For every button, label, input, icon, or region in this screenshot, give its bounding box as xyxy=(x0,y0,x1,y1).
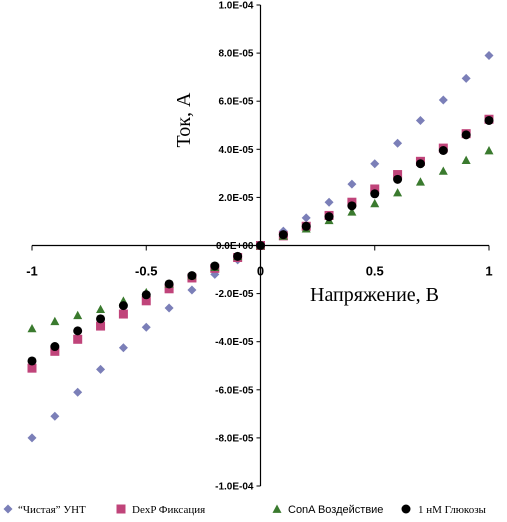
data-point xyxy=(347,179,357,189)
data-point xyxy=(27,356,37,366)
data-point xyxy=(415,159,425,169)
x-axis-title: Напряжение, В xyxy=(310,284,439,306)
data-point xyxy=(461,130,471,140)
x-tick-label: 1 xyxy=(485,264,492,279)
legend-item: ConA Воздействие xyxy=(272,504,383,516)
data-point xyxy=(347,207,357,216)
y-tick-label: 1.0E-04 xyxy=(218,1,253,12)
y-tick-labels: 1.0E-04 8.0E-05 6.0E-05 4.0E-05 2.0E-05 0.0E+… xyxy=(215,1,254,493)
legend-marker xyxy=(272,504,282,513)
y-tick-label: -8.0E-05 xyxy=(215,433,254,444)
data-point xyxy=(27,363,37,373)
data-point xyxy=(301,221,311,231)
x-tick-label: -1 xyxy=(26,264,38,279)
data-point xyxy=(164,303,174,313)
legend-label: 1 нМ Глюкозы xyxy=(418,504,487,516)
x-tick-labels: -1 -0.5 0 0.5 1 xyxy=(26,264,492,279)
data-point xyxy=(415,177,425,186)
data-point xyxy=(461,155,471,164)
data-point xyxy=(210,261,220,271)
data-point xyxy=(96,304,106,314)
y-tick-label: 4.0E-05 xyxy=(218,145,253,156)
y-axis-title: Ток, А xyxy=(173,92,195,147)
x-tick-label: 0.5 xyxy=(366,264,384,279)
y-tick-label: 2.0E-05 xyxy=(218,193,253,204)
data-point xyxy=(73,326,83,336)
data-point xyxy=(96,321,106,331)
legend-marker xyxy=(3,504,13,514)
data-point xyxy=(187,285,197,295)
data-point xyxy=(484,51,494,61)
data-point xyxy=(27,323,37,333)
data-point xyxy=(370,198,380,208)
legend-item: “Чистая” УНТ xyxy=(3,504,86,516)
legend-item: 1 нМ Глюкозы xyxy=(401,504,487,516)
legend-label: ConA Воздействие xyxy=(288,504,383,516)
data-point xyxy=(73,334,83,344)
legend-marker xyxy=(116,504,126,514)
data-point xyxy=(50,411,60,421)
data-point xyxy=(324,212,334,222)
data-point xyxy=(164,284,174,294)
legend-label: DexP Фиксация xyxy=(132,504,205,516)
data-point xyxy=(96,314,106,324)
data-point xyxy=(27,433,37,443)
data-point xyxy=(118,343,128,353)
data-point xyxy=(347,201,357,211)
data-point xyxy=(256,241,265,250)
data-point xyxy=(73,310,83,320)
data-point xyxy=(370,189,380,199)
y-tick-label: 6.0E-05 xyxy=(218,97,253,108)
data-point xyxy=(461,73,471,83)
data-point xyxy=(50,342,60,352)
data-points xyxy=(27,51,494,443)
y-tick-label: 8.0E-05 xyxy=(218,49,253,60)
data-point xyxy=(438,166,448,175)
data-point xyxy=(393,138,403,148)
y-tick-label: -6.0E-05 xyxy=(215,385,254,396)
data-point xyxy=(324,197,334,207)
legend-label: “Чистая” УНТ xyxy=(18,504,86,516)
data-point xyxy=(438,95,448,105)
data-point xyxy=(187,271,197,281)
data-point xyxy=(484,115,494,125)
data-point xyxy=(141,290,151,300)
data-point xyxy=(96,364,106,374)
data-point xyxy=(278,230,288,240)
data-point xyxy=(141,296,151,306)
data-point xyxy=(370,184,380,194)
y-tick-label: -1.0E-04 xyxy=(215,482,254,493)
data-point xyxy=(301,213,311,223)
data-point xyxy=(370,159,380,169)
data-point xyxy=(484,146,494,155)
data-point xyxy=(73,387,83,397)
legend-item: DexP Фиксация xyxy=(116,504,205,516)
data-point xyxy=(118,309,128,319)
data-point xyxy=(415,115,425,125)
data-point xyxy=(164,279,174,289)
data-point xyxy=(393,170,403,180)
x-tick-label: -0.5 xyxy=(135,264,157,279)
data-point xyxy=(141,322,151,332)
y-tick-label: -2.0E-05 xyxy=(215,289,254,300)
x-tick-label: 0 xyxy=(257,264,264,279)
data-point xyxy=(118,301,128,311)
data-point xyxy=(393,188,403,197)
data-point xyxy=(438,146,448,156)
legend-marker xyxy=(401,504,411,514)
y-tick-label: -4.0E-05 xyxy=(215,337,254,348)
data-point xyxy=(50,346,60,356)
data-point xyxy=(233,251,243,261)
legend: “Чистая” УНТ DexP Фиксация ConA Воздействи… xyxy=(3,504,487,516)
data-point xyxy=(50,316,60,326)
y-tick-label: 0.0E+00 xyxy=(216,241,254,252)
series-4 xyxy=(27,115,494,366)
data-point xyxy=(393,174,403,184)
